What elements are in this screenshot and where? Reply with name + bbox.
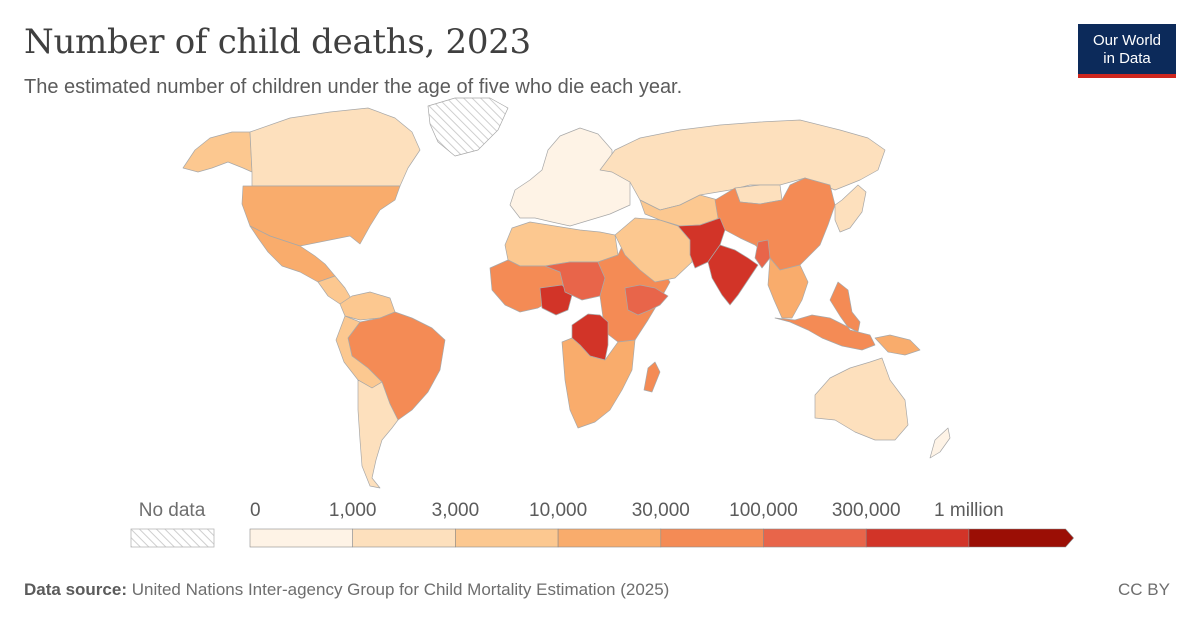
- region-alaska[interactable]: [182, 131, 253, 173]
- region-australia[interactable]: [814, 357, 909, 441]
- legend-bin-3[interactable]: [557, 528, 662, 548]
- region-canada[interactable]: [249, 107, 421, 187]
- legend-tick-label-2: 3,000: [432, 500, 480, 521]
- region-madagascar[interactable]: [643, 361, 661, 393]
- region-southeast-asia[interactable]: [767, 257, 809, 319]
- data-source: Data source: United Nations Inter-agency…: [24, 580, 669, 600]
- chart-subtitle: The estimated number of children under t…: [24, 76, 683, 98]
- map-legend: No data 0 1,000 3,000 10,000 30,000 100,000 300…: [130, 500, 1075, 548]
- region-southern-africa[interactable]: [561, 337, 636, 429]
- region-china[interactable]: [714, 177, 836, 271]
- region-greenland[interactable]: [427, 97, 509, 157]
- legend-no-data-label: No data: [139, 500, 206, 521]
- region-india[interactable]: [707, 244, 759, 306]
- chart-title: Number of child deaths, 2023: [24, 22, 531, 62]
- region-north-africa[interactable]: [504, 221, 619, 267]
- owid-logo[interactable]: Our World in Data: [1078, 24, 1176, 78]
- legend-no-data-swatch[interactable]: [130, 528, 215, 548]
- legend-tick-label-7: 1 million: [934, 500, 1004, 521]
- legend-bin-1[interactable]: [352, 528, 456, 548]
- legend-bin-7[interactable]: [968, 528, 1075, 548]
- region-middle-east[interactable]: [614, 217, 693, 283]
- legend-tick-label-0: 0: [250, 500, 261, 521]
- legend-tick-label-6: 300,000: [832, 500, 901, 521]
- legend-tick-label-4: 30,000: [632, 500, 690, 521]
- data-source-text[interactable]: United Nations Inter-agency Group for Ch…: [131, 580, 670, 599]
- legend-tick-label-5: 100,000: [729, 500, 798, 521]
- region-southern-cone[interactable]: [357, 379, 399, 489]
- legend-tick-label-1: 1,000: [329, 500, 377, 521]
- data-source-label: Data source:: [24, 580, 127, 599]
- region-japan-korea[interactable]: [834, 184, 867, 233]
- legend-bin-6[interactable]: [865, 528, 970, 548]
- logo-line-2: in Data: [1103, 50, 1151, 67]
- legend-bin-2[interactable]: [455, 528, 559, 548]
- region-new-zealand[interactable]: [929, 427, 951, 459]
- region-europe[interactable]: [509, 127, 631, 227]
- region-ethiopia[interactable]: [624, 284, 669, 316]
- region-papua[interactable]: [874, 334, 921, 356]
- logo-line-1: Our World: [1092, 32, 1162, 49]
- region-bangladesh[interactable]: [754, 239, 771, 269]
- region-indonesia-philippines[interactable]: [774, 281, 876, 351]
- legend-bin-4[interactable]: [660, 528, 764, 548]
- region-nigeria[interactable]: [539, 284, 573, 316]
- legend-bin-0[interactable]: [249, 528, 353, 548]
- license-label[interactable]: CC BY: [1118, 580, 1170, 599]
- legend-tick-label-3: 10,000: [529, 500, 587, 521]
- legend-bin-5[interactable]: [763, 528, 867, 548]
